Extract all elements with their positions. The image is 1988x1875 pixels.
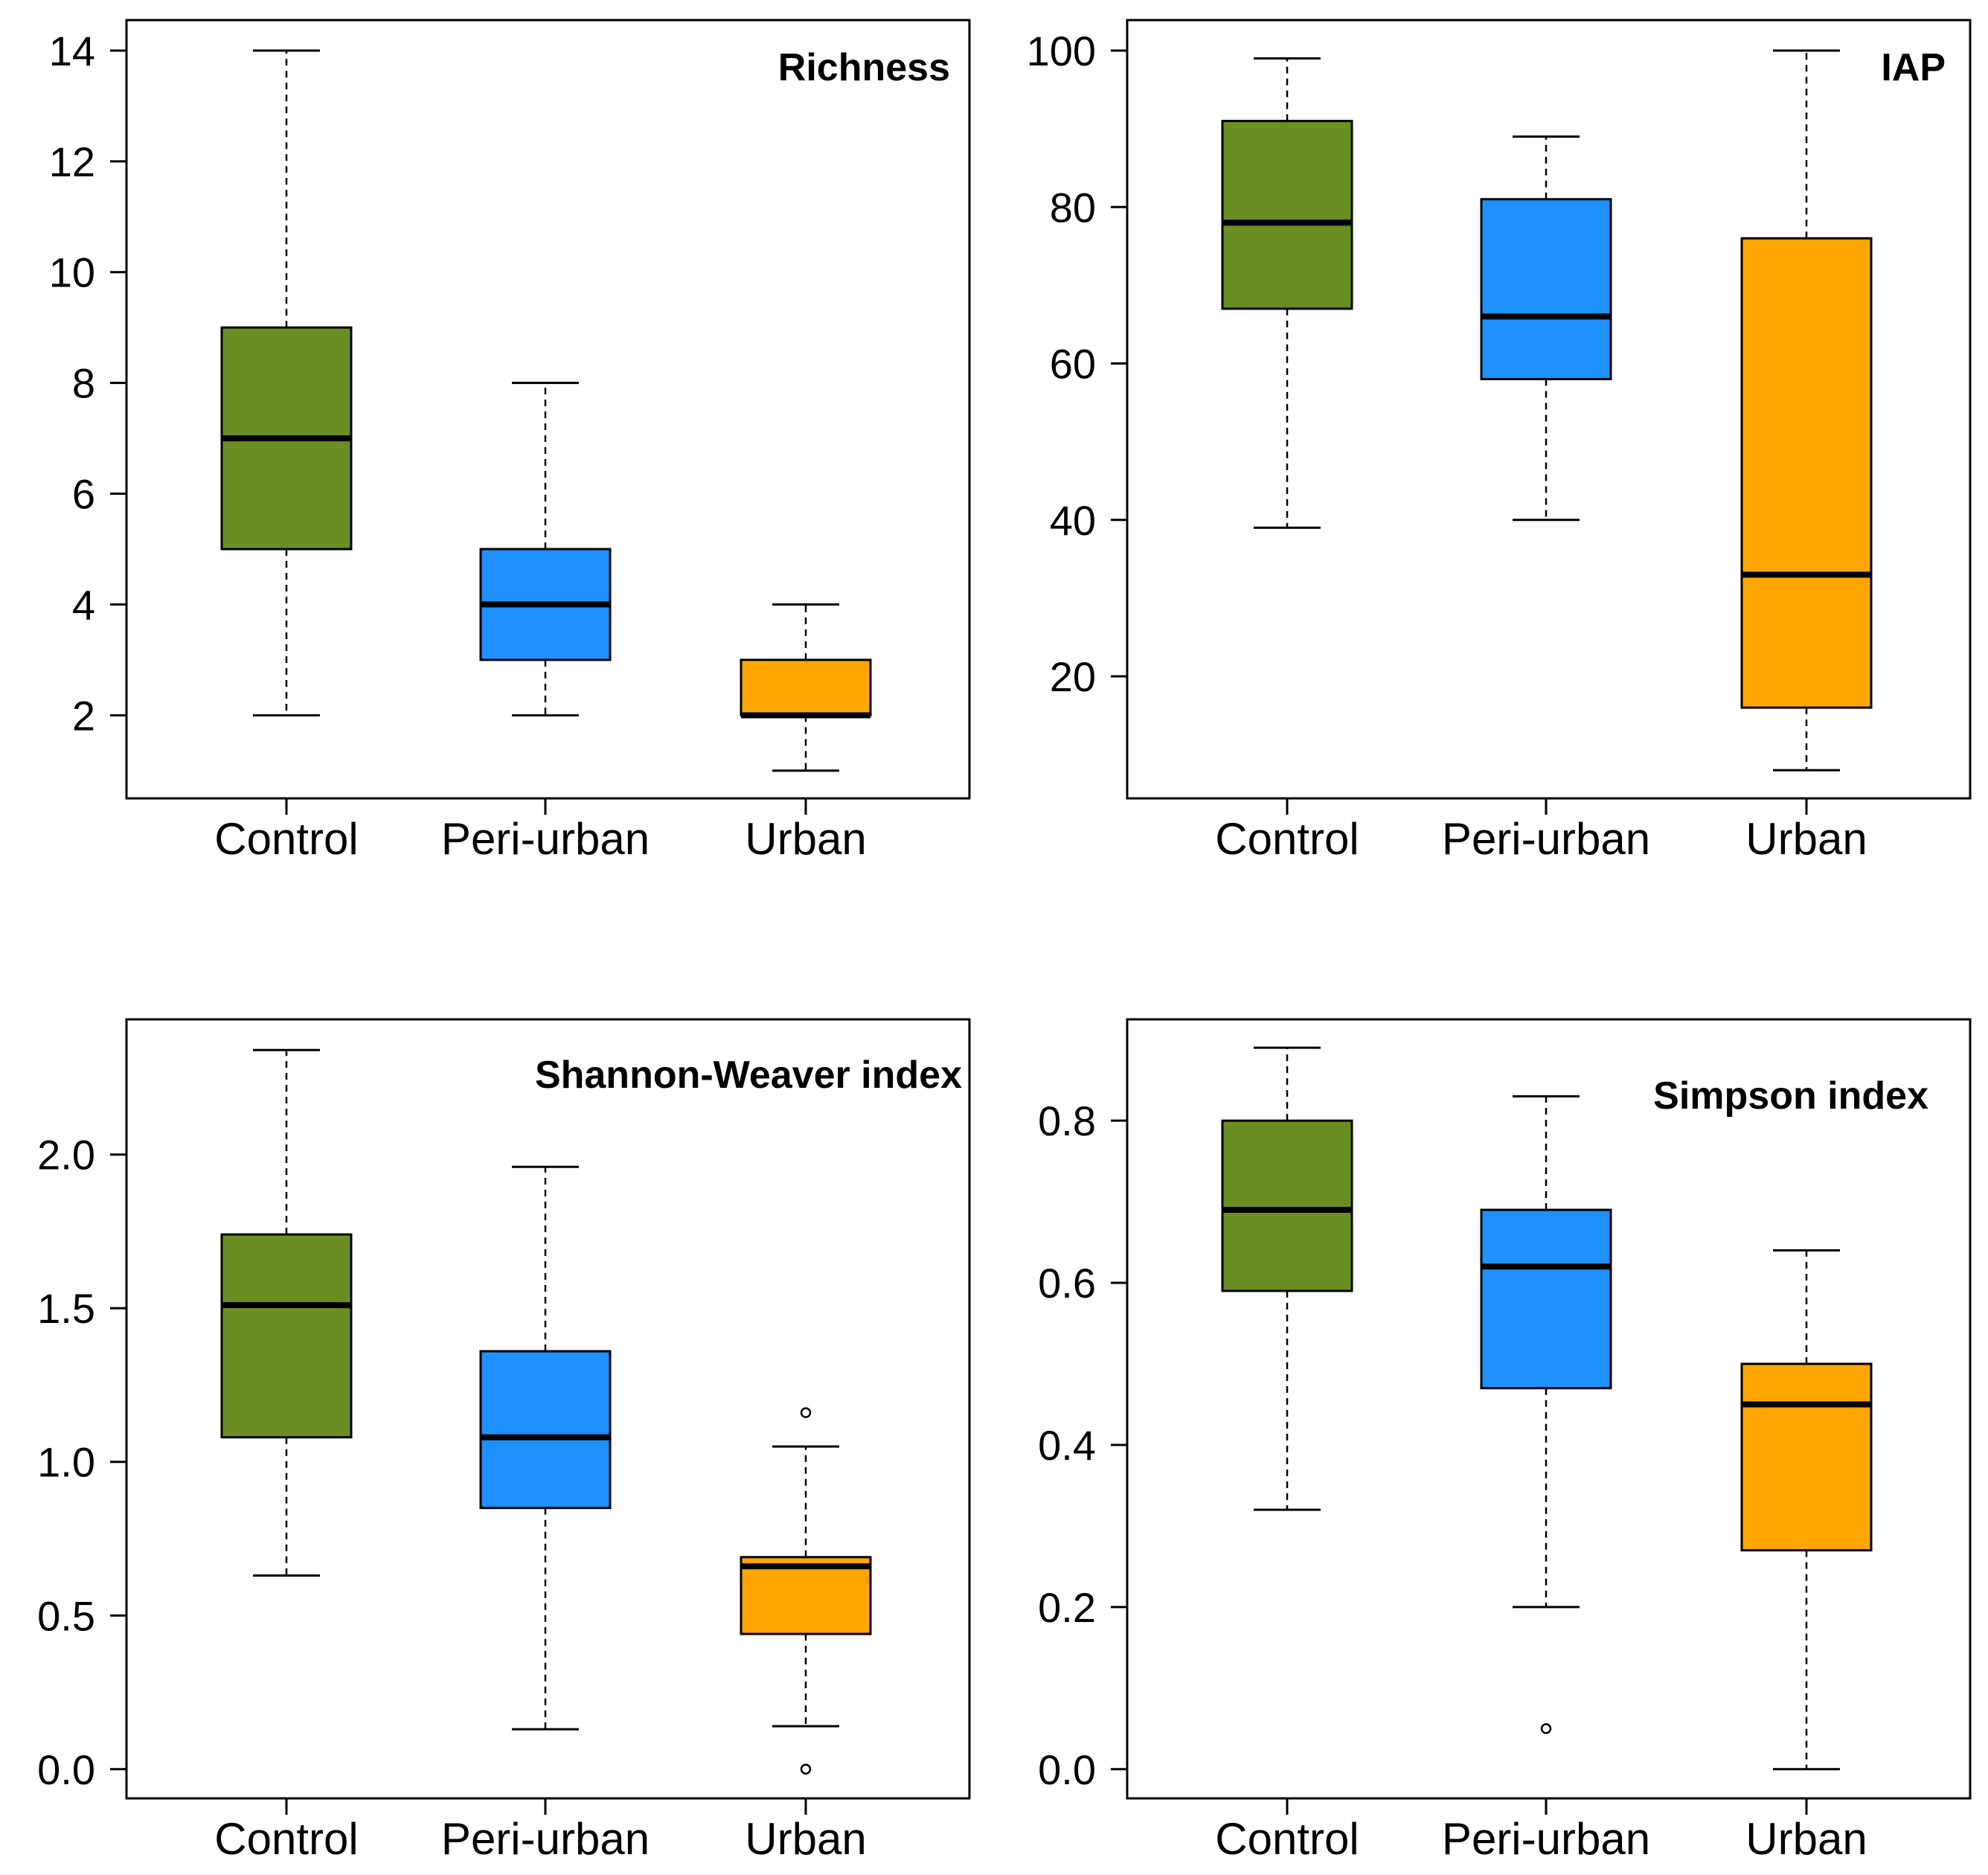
y-tick-label: 0.5 — [37, 1592, 95, 1639]
iqr-box — [220, 1233, 353, 1439]
box-peri-urban — [1480, 1095, 1612, 1734]
x-category-label: Urban — [745, 1814, 866, 1864]
plot-frame — [125, 19, 971, 800]
y-tick-label: 14 — [49, 28, 95, 74]
panel-title: IAP — [1881, 46, 1946, 89]
iqr-box — [1221, 120, 1353, 310]
x-category-label: Urban — [745, 814, 866, 864]
x-category-label: Peri-urban — [1442, 814, 1650, 864]
iqr-box — [1740, 237, 1873, 709]
y-tick-label: 10 — [49, 249, 95, 296]
x-category-label: Peri-urban — [1442, 1814, 1650, 1864]
x-category-label: Peri-urban — [441, 814, 650, 864]
box-control — [1221, 57, 1353, 529]
plot-frame — [125, 1018, 971, 1800]
box-control — [1221, 1046, 1353, 1511]
panel-iap: IAP 20 40 60 80 100 Control Peri-urban Urban — [1027, 19, 1972, 864]
panel-title: Shannon-Weaver index — [535, 1054, 962, 1097]
box-urban — [740, 603, 872, 772]
x-category-label: Urban — [1745, 1814, 1867, 1864]
y-tick-label: 100 — [1027, 28, 1096, 74]
y-tick-label: 0.0 — [37, 1746, 95, 1793]
y-tick-label: 0.8 — [1038, 1097, 1096, 1144]
y-tick-label: 1.5 — [37, 1285, 95, 1332]
y-tick-label: 1.0 — [37, 1439, 95, 1486]
y-tick-label: 2 — [72, 692, 95, 739]
iqr-box — [1480, 198, 1612, 381]
panel-title: Richness — [778, 46, 950, 89]
x-category-label: Control — [1215, 1814, 1359, 1864]
y-tick-label: 0.0 — [1038, 1746, 1096, 1793]
box-control — [220, 49, 353, 717]
y-tick-label: 2.0 — [37, 1132, 95, 1179]
panel-simpson-index: Simpson index 0.0 0.2 0.4 0.6 0.8 Control Peri-… — [1038, 1018, 1972, 1864]
x-category-label: Urban — [1745, 814, 1867, 864]
y-tick-label: 12 — [49, 138, 95, 185]
x-category-label: Peri-urban — [441, 1814, 650, 1864]
iqr-box — [1221, 1119, 1353, 1292]
y-tick-label: 20 — [1050, 653, 1096, 700]
y-tick-label: 0.2 — [1038, 1584, 1096, 1631]
y-tick-label: 0.4 — [1038, 1422, 1096, 1469]
y-tick-label: 8 — [72, 360, 95, 407]
box-urban — [1740, 1249, 1873, 1771]
iqr-box — [740, 658, 872, 717]
iqr-box — [740, 1556, 872, 1635]
plot-frame — [1126, 1018, 1972, 1800]
iqr-box — [1740, 1362, 1873, 1552]
outlier-point — [1540, 1723, 1552, 1734]
outlier-point — [800, 1763, 812, 1775]
y-tick-label: 40 — [1050, 497, 1096, 544]
iqr-box — [1480, 1208, 1612, 1390]
x-category-label: Control — [214, 1814, 358, 1864]
x-category-label: Control — [1215, 814, 1359, 864]
x-category-label: Control — [214, 814, 358, 864]
y-tick-label: 0.6 — [1038, 1260, 1096, 1307]
panel-shannon-weaver-index: Shannon-Weaver index 0.0 0.5 1.0 1.5 2.0 Contr… — [37, 1018, 971, 1864]
box-peri-urban — [479, 382, 612, 717]
y-tick-label: 80 — [1050, 184, 1096, 231]
outlier-point — [800, 1407, 812, 1418]
y-tick-label: 6 — [72, 471, 95, 518]
iqr-box — [479, 1350, 612, 1510]
plot-frame — [1126, 19, 1972, 800]
box-peri-urban — [479, 1165, 612, 1731]
box-control — [220, 1048, 353, 1577]
panel-title: Simpson index — [1653, 1074, 1928, 1118]
box-peri-urban — [1480, 135, 1612, 522]
y-tick-label: 60 — [1050, 341, 1096, 388]
box-urban — [1740, 49, 1873, 772]
panel-richness: Richness 2 4 6 8 10 12 14 Control Peri-urban Urban — [49, 19, 971, 864]
box-urban — [740, 1407, 872, 1775]
y-tick-label: 4 — [72, 581, 95, 628]
